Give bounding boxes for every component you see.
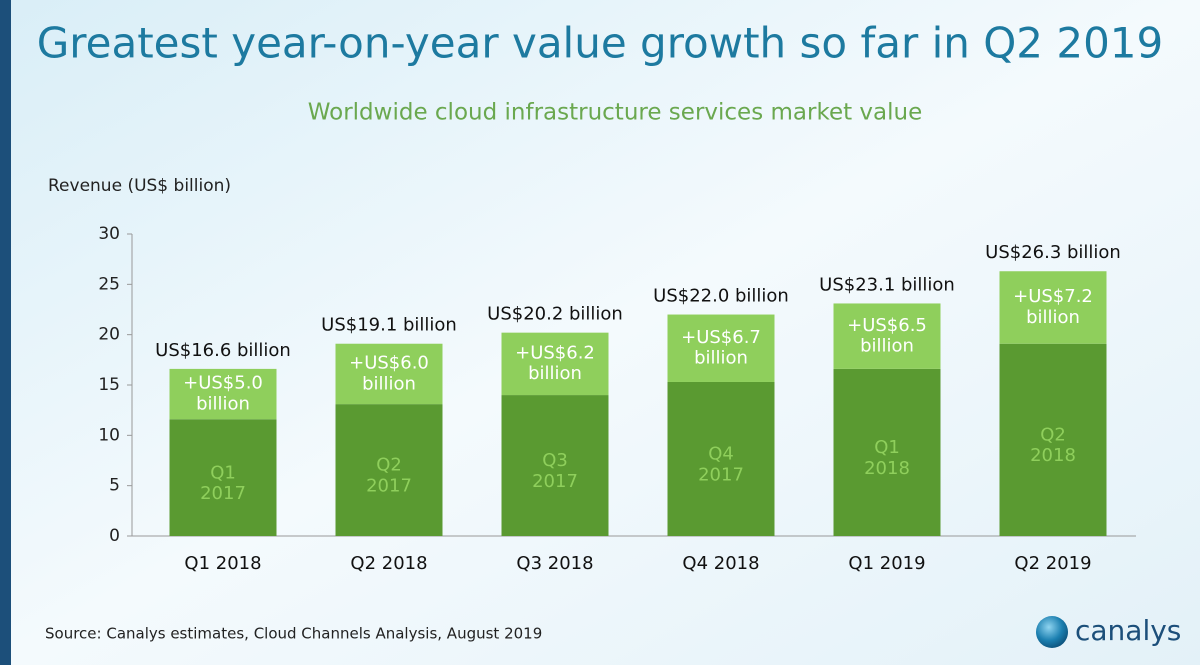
- chart-subtitle: Worldwide cloud infrastructure services …: [308, 100, 923, 126]
- bar-segment: [169, 368, 277, 420]
- y-tick-label: 25: [98, 274, 120, 294]
- bar-segment: [501, 395, 609, 536]
- growth-label: +US$6.2 billion: [515, 343, 595, 385]
- segment-label: Q2 2018: [1030, 425, 1076, 467]
- segment-label: Q1 2018: [864, 437, 910, 479]
- bar-segment: [999, 343, 1107, 536]
- source-note: Source: Canalys estimates, Cloud Channel…: [45, 625, 542, 643]
- total-label: US$26.3 billion: [985, 242, 1121, 263]
- growth-label: +US$6.7 billion: [681, 327, 761, 369]
- side-stripe: [0, 0, 11, 665]
- growth-label: +US$6.5 billion: [847, 315, 927, 357]
- x-tick-label: Q1 2019: [848, 553, 925, 574]
- bar-segment: [335, 404, 443, 536]
- y-axis-label: Revenue (US$ billion): [48, 176, 231, 196]
- total-label: US$16.6 billion: [155, 340, 291, 361]
- x-tick-label: Q2 2018: [350, 553, 427, 574]
- segment-label: Q2 2017: [366, 455, 412, 497]
- logo-globe: [1036, 616, 1068, 648]
- y-tick-label: 20: [98, 325, 120, 345]
- y-tick-label: 10: [98, 425, 120, 445]
- bar-segment: [999, 271, 1107, 344]
- bar-segment: [501, 332, 609, 396]
- total-label: US$19.1 billion: [321, 315, 457, 336]
- segment-label: Q1 2017: [200, 462, 246, 504]
- growth-label: +US$7.2 billion: [1013, 286, 1093, 328]
- growth-label: +US$5.0 billion: [183, 373, 263, 415]
- y-tick-label: 0: [109, 526, 120, 546]
- total-label: US$20.2 billion: [487, 304, 623, 325]
- bar-segment: [169, 419, 277, 536]
- logo-text: canalys: [1075, 614, 1181, 647]
- bar-segment: [833, 303, 941, 369]
- bar-segment: [833, 368, 941, 536]
- x-tick-label: Q3 2018: [516, 553, 593, 574]
- segment-label: Q3 2017: [532, 450, 578, 492]
- bar-segment: [335, 343, 443, 405]
- growth-label: +US$6.0 billion: [349, 353, 429, 395]
- y-tick-label: 30: [98, 224, 120, 244]
- y-tick-label: 5: [109, 476, 120, 496]
- chart-title: Greatest year-on-year value growth so fa…: [37, 19, 1164, 68]
- bar-segment: [667, 381, 775, 536]
- segment-label: Q4 2017: [698, 444, 744, 486]
- total-label: US$22.0 billion: [653, 286, 789, 307]
- bar-segment: [667, 314, 775, 382]
- x-tick-label: Q1 2018: [184, 553, 261, 574]
- x-tick-label: Q4 2018: [682, 553, 759, 574]
- y-tick-label: 15: [98, 375, 120, 395]
- x-tick-label: Q2 2019: [1014, 553, 1091, 574]
- total-label: US$23.1 billion: [819, 274, 955, 295]
